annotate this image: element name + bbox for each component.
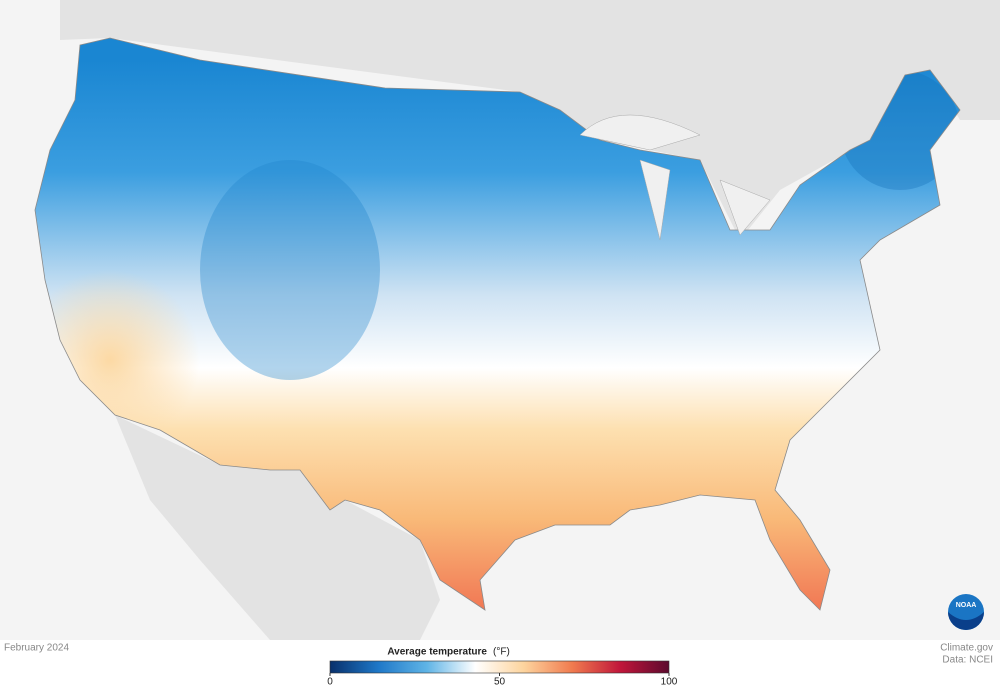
source: Climate.gov bbox=[940, 643, 993, 654]
rockies-cold bbox=[200, 160, 380, 380]
legend-unit: (°F) bbox=[493, 647, 510, 658]
mexico bbox=[115, 415, 440, 640]
caption: February 2024 bbox=[4, 643, 69, 654]
legend: 0 50 100 bbox=[327, 660, 678, 688]
colorbar-tick-label: 0 bbox=[327, 677, 333, 688]
colorbar-tick-label: 100 bbox=[661, 677, 678, 688]
colorbar-tick-label: 50 bbox=[494, 677, 506, 688]
great-lakes bbox=[579, 114, 771, 241]
data-credit: Data: NCEI bbox=[942, 655, 993, 666]
legend-title: Average temperature bbox=[387, 647, 487, 658]
noaa-logo-wave bbox=[948, 612, 984, 630]
colorbar bbox=[329, 660, 670, 674]
noaa-logo-text: NOAA bbox=[956, 602, 977, 609]
canada bbox=[60, 0, 1000, 240]
